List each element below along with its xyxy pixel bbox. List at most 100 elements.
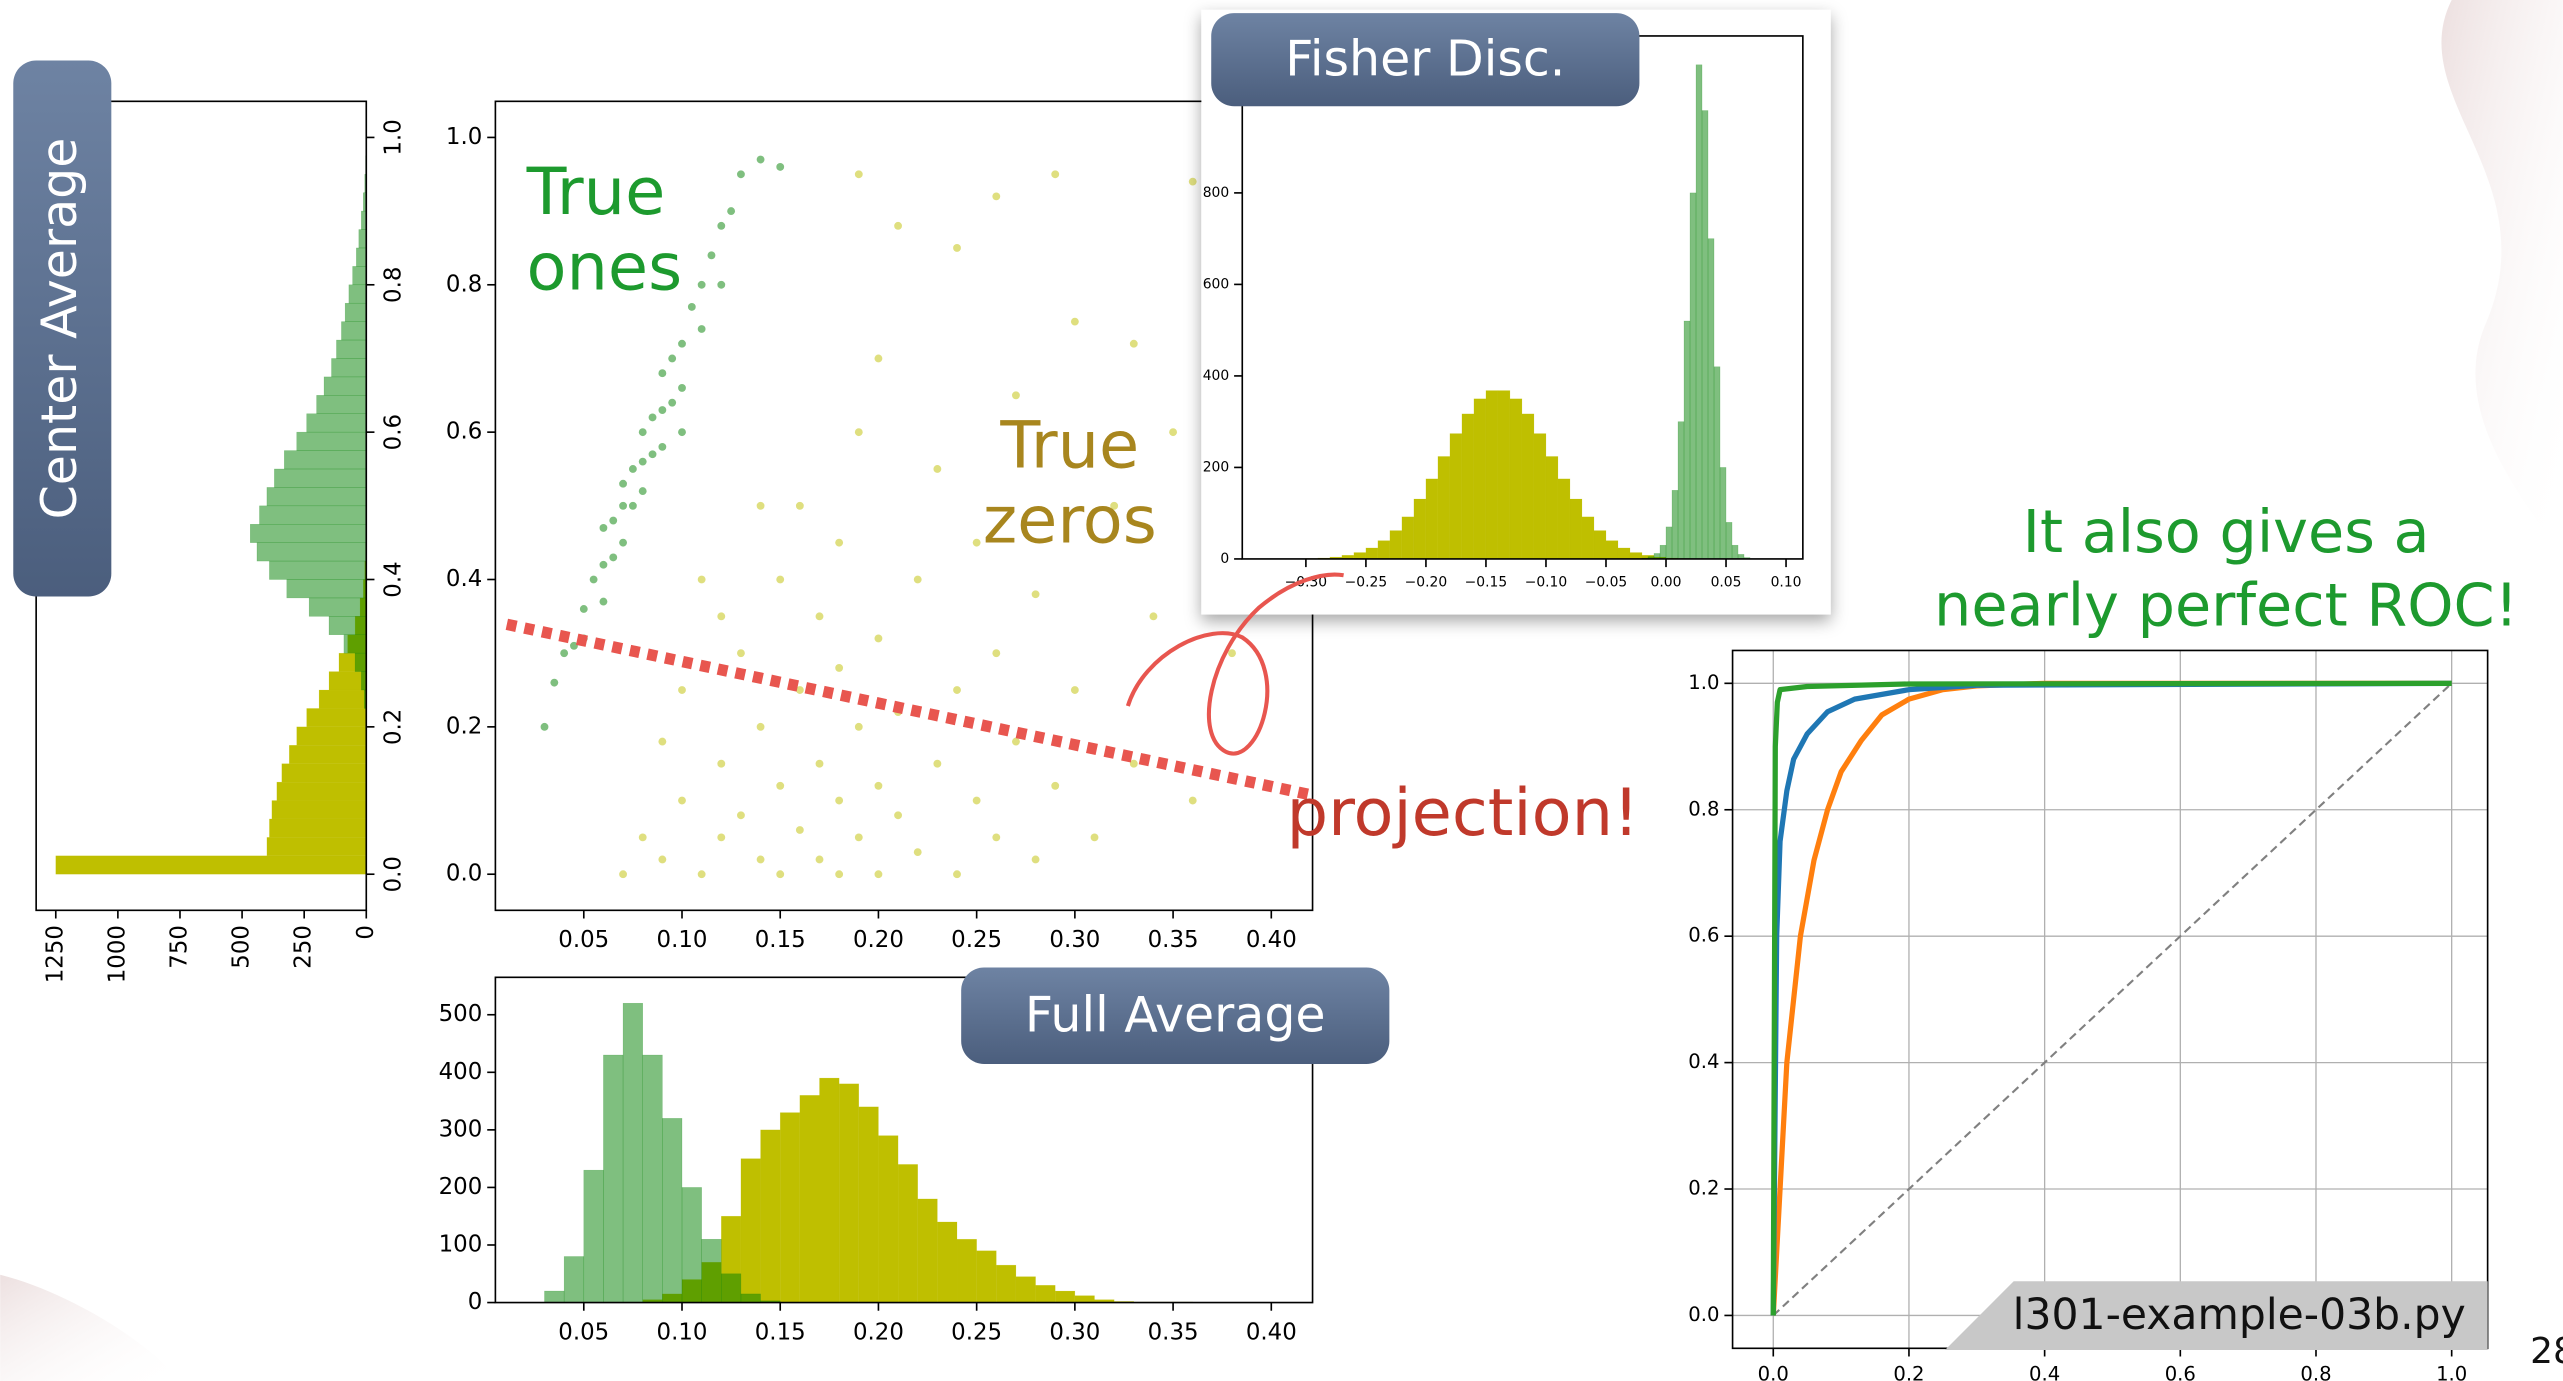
point — [835, 870, 844, 879]
point — [874, 354, 883, 363]
point — [609, 553, 618, 562]
label-box: True ones — [526, 155, 683, 306]
bar — [799, 1095, 820, 1303]
x-tick-label: 0.05 — [558, 1319, 609, 1345]
bar — [583, 1169, 604, 1303]
bar — [323, 376, 367, 396]
bar — [296, 431, 367, 451]
bar — [274, 468, 367, 488]
y-tick-label: 300 — [439, 1116, 483, 1142]
x-tick-label: 0.2 — [1893, 1363, 1924, 1381]
x-tick-label: 0.35 — [1148, 927, 1199, 953]
point — [737, 649, 745, 658]
x-tick-label: 0.30 — [1049, 927, 1100, 953]
bar — [1569, 498, 1583, 560]
bar — [622, 1002, 643, 1303]
bar — [318, 689, 367, 709]
point — [668, 398, 677, 407]
point — [756, 155, 765, 164]
bar — [266, 837, 367, 857]
projection-line — [505, 618, 1318, 802]
bar — [662, 1118, 683, 1303]
bar — [289, 745, 367, 764]
point — [717, 280, 726, 289]
bar — [281, 763, 367, 783]
point — [1070, 686, 1079, 694]
point — [815, 612, 824, 621]
y-tick-label: 600 — [1203, 276, 1229, 292]
point — [599, 560, 608, 569]
point — [658, 737, 667, 746]
axes-frame — [1731, 649, 2489, 1350]
bar — [721, 1273, 742, 1303]
bar — [1671, 490, 1679, 560]
point — [1188, 177, 1197, 186]
bar — [1353, 552, 1367, 560]
point — [648, 413, 657, 422]
y-tick-label: 0.6 — [446, 419, 482, 445]
point — [589, 575, 598, 584]
point — [1149, 612, 1158, 621]
bar — [1401, 516, 1415, 560]
series-label: True ones — [526, 155, 683, 306]
bar — [341, 321, 367, 341]
point — [638, 457, 647, 466]
point — [756, 722, 765, 731]
x-tick-label: 0.05 — [1711, 574, 1742, 590]
bar — [838, 1083, 860, 1303]
bar — [269, 560, 367, 580]
point — [638, 833, 647, 842]
bar — [1701, 110, 1709, 560]
point — [776, 575, 785, 584]
point — [874, 781, 883, 790]
x-tick-label: 0.00 — [1651, 574, 1682, 590]
bar — [1074, 1295, 1095, 1303]
bar — [352, 266, 367, 286]
x-tick-label: 0.20 — [853, 927, 904, 953]
plot-area — [55, 137, 367, 875]
bar — [1054, 1290, 1076, 1303]
y-tick-label: 1.0 — [1688, 671, 1719, 694]
point — [953, 870, 961, 879]
chart-title: Center Average — [30, 138, 88, 520]
point — [668, 354, 677, 363]
roc-line — [1770, 680, 2452, 1316]
x-tick-label: 0.10 — [1771, 574, 1802, 590]
bar — [1665, 526, 1673, 560]
plot-area — [1305, 64, 1751, 560]
y-tick-label: 1.0 — [381, 119, 407, 155]
bar — [563, 1256, 585, 1303]
bar — [897, 1164, 918, 1303]
y-tick-label: 0 — [468, 1289, 483, 1315]
bar — [603, 1054, 624, 1303]
point — [678, 339, 686, 348]
chart-title: Full Average — [1025, 986, 1326, 1044]
point — [933, 465, 942, 473]
bar — [996, 1264, 1017, 1303]
y-tick-label: 0.0 — [446, 861, 482, 887]
badge — [13, 60, 112, 597]
x-tick-label: 0.6 — [2165, 1363, 2196, 1381]
y-tick-label: 0.2 — [1688, 1177, 1719, 1200]
bar — [1365, 547, 1379, 560]
x-tick-label: −0.05 — [1585, 574, 1628, 590]
point — [1051, 781, 1060, 790]
bar — [1533, 433, 1547, 560]
point — [697, 325, 706, 333]
point — [658, 406, 667, 414]
plot-area — [1770, 680, 2453, 1317]
x-tick-label: 1.0 — [2436, 1363, 2467, 1381]
x-tick-label: 0.0 — [1758, 1363, 1789, 1381]
bar — [1509, 398, 1523, 560]
bar — [1473, 398, 1487, 560]
bar — [306, 708, 367, 728]
point — [697, 575, 706, 584]
point — [550, 678, 559, 687]
y-tick-label: 1.0 — [446, 124, 482, 150]
point — [1110, 501, 1119, 510]
bar — [1731, 544, 1739, 560]
plot-area — [544, 1002, 1193, 1303]
point — [599, 597, 608, 606]
y-tick-label: 800 — [1203, 185, 1229, 201]
